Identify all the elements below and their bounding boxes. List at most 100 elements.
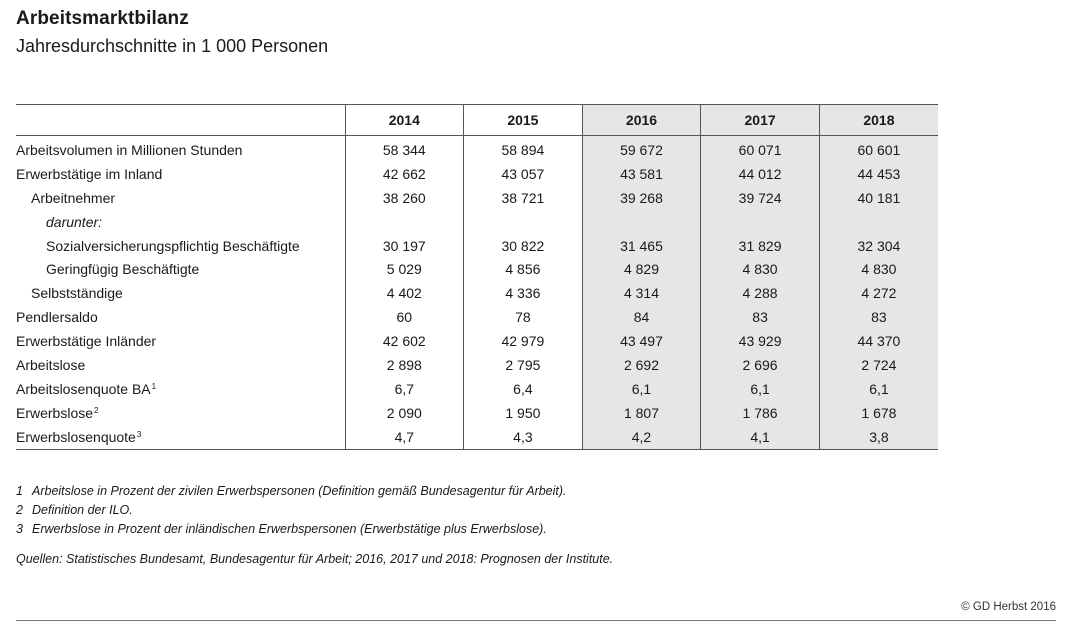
table-cell: 6,7 xyxy=(344,376,464,401)
bottom-divider xyxy=(16,620,1056,621)
footnote-number: 1 xyxy=(16,484,23,498)
table-cell: 4 288 xyxy=(700,281,820,306)
table-cell: 4 402 xyxy=(344,281,464,306)
table-cell: 5 029 xyxy=(344,257,464,282)
table-title: Arbeitsmarktbilanz xyxy=(16,8,189,29)
table-cell: 30 197 xyxy=(344,233,464,258)
row-label: Selbstständige xyxy=(16,281,345,305)
table-cell: 4 272 xyxy=(818,281,938,306)
table-row: Selbstständige 4 402 4 336 4 314 4 288 4… xyxy=(16,281,938,306)
year-header-2017: 2017 xyxy=(700,104,820,136)
table-cell: 78 xyxy=(463,305,583,330)
table-cell: 1 807 xyxy=(581,400,701,425)
table-cell xyxy=(581,209,701,234)
year-header-2018: 2018 xyxy=(818,104,938,136)
table-cell: 31 465 xyxy=(581,233,701,258)
table-cell: 44 453 xyxy=(818,161,938,186)
table-cell: 83 xyxy=(818,305,938,330)
header-row: 2014 2015 2016 2017 2018 xyxy=(16,104,938,136)
table-cell: 4,1 xyxy=(700,424,820,450)
table-cell: 38 721 xyxy=(463,185,583,210)
table-row: Arbeitsvolumen in Millionen Stunden 58 3… xyxy=(16,135,938,162)
table-row: Erwerbslosenquote3 4,7 4,3 4,2 4,1 3,8 xyxy=(16,424,938,450)
row-label: Arbeitslosenquote BA1 xyxy=(16,377,345,401)
table-row: Pendlersaldo 60 78 84 83 83 xyxy=(16,305,938,330)
footnote-text: Definition der ILO. xyxy=(32,503,133,517)
table-cell: 4,2 xyxy=(581,424,701,450)
table-cell: 2 692 xyxy=(581,353,701,377)
table-cell: 42 662 xyxy=(344,161,464,186)
table-cell: 4 336 xyxy=(463,281,583,306)
table-cell: 6,1 xyxy=(581,376,701,401)
table-cell xyxy=(700,209,820,234)
table-cell xyxy=(344,209,464,234)
labor-market-table: 2014 2015 2016 2017 2018 Arbeitsvolumen … xyxy=(16,104,938,450)
table-cell: 1 950 xyxy=(463,400,583,425)
table-row: Arbeitslosenquote BA1 6,7 6,4 6,1 6,1 6,… xyxy=(16,376,938,401)
year-header-2014: 2014 xyxy=(344,104,464,136)
row-label: Erwerbstätige Inländer xyxy=(16,329,345,353)
table-cell: 4 829 xyxy=(581,257,701,282)
sources-note: Quellen: Statistisches Bundesamt, Bundes… xyxy=(16,552,614,566)
table-row: Arbeitnehmer 38 260 38 721 39 268 39 724… xyxy=(16,185,938,210)
table-cell: 2 696 xyxy=(700,353,820,377)
table-cell: 60 601 xyxy=(818,135,938,162)
table-row: Arbeitslose 2 898 2 795 2 692 2 696 2 72… xyxy=(16,353,938,377)
table-cell: 84 xyxy=(581,305,701,330)
table-cell: 58 344 xyxy=(344,135,464,162)
row-label: Geringfügig Beschäftigte xyxy=(16,257,345,281)
table-cell: 44 012 xyxy=(700,161,820,186)
footnote-marker: 2 xyxy=(94,405,99,415)
table-cell: 4 314 xyxy=(581,281,701,306)
table-cell: 42 602 xyxy=(344,329,464,354)
table-cell xyxy=(463,209,583,234)
table-cell: 43 497 xyxy=(581,329,701,354)
row-label-text: Pendlersaldo xyxy=(16,309,98,326)
table-cell: 4,3 xyxy=(463,424,583,450)
footnote-number: 3 xyxy=(16,522,23,536)
footnotes: 1 Arbeitslose in Prozent der zivilen Erwe… xyxy=(16,482,567,539)
table-row: Geringfügig Beschäftigte 5 029 4 856 4 8… xyxy=(16,257,938,282)
footnote-marker: 1 xyxy=(151,381,157,391)
footnote-number: 2 xyxy=(16,503,23,517)
row-label: Arbeitslose xyxy=(16,353,345,377)
footnote-text: Erwerbslose in Prozent der inländischen … xyxy=(32,522,547,536)
table-cell: 1 786 xyxy=(700,400,820,425)
table-cell: 4,7 xyxy=(344,424,464,450)
row-label-text: Erwerbstätige Inländer xyxy=(16,333,157,350)
row-label: Erwerbslose2 xyxy=(16,401,345,425)
table-cell: 59 672 xyxy=(581,135,701,162)
table-cell: 2 898 xyxy=(344,353,464,377)
table-cell: 38 260 xyxy=(344,185,464,210)
table-cell: 3,8 xyxy=(818,424,938,450)
table-cell: 4 830 xyxy=(818,257,938,282)
table-cell: 43 581 xyxy=(581,161,701,186)
row-label-text: darunter: xyxy=(46,213,103,230)
year-header-2016: 2016 xyxy=(581,104,701,136)
table-cell: 58 894 xyxy=(463,135,583,162)
row-label-text: Geringfügig Beschäftigte xyxy=(46,261,200,278)
table-row: Sozialversicherungspflichtig Beschäftigt… xyxy=(16,233,938,258)
row-label-text: Arbeitslosenquote BA xyxy=(16,380,151,397)
table-cell: 42 979 xyxy=(463,329,583,354)
row-label-text: Selbstständige xyxy=(31,285,123,302)
year-header-2015: 2015 xyxy=(463,104,583,136)
table-cell: 6,1 xyxy=(818,376,938,401)
table-cell: 43 929 xyxy=(700,329,820,354)
row-label-text: Sozialversicherungspflichtig Beschäftigt… xyxy=(46,237,300,254)
footnote: 1 Arbeitslose in Prozent der zivilen Erwe… xyxy=(16,482,567,501)
table-subtitle: Jahresdurchschnitte in 1 000 Personen xyxy=(16,36,329,56)
footnote: 3 Erwerbslose in Prozent der inländischen… xyxy=(16,520,567,539)
row-label-text: Arbeitslose xyxy=(16,356,86,373)
row-label: darunter: xyxy=(16,210,345,234)
table-cell: 6,4 xyxy=(463,376,583,401)
row-label: Erwerbslosenquote3 xyxy=(16,425,345,449)
table-cell: 2 795 xyxy=(463,353,583,377)
table-cell: 2 090 xyxy=(344,400,464,425)
table-cell: 39 724 xyxy=(700,185,820,210)
table-cell: 32 304 xyxy=(818,233,938,258)
table-row: Erwerbstätige Inländer 42 602 42 979 43 … xyxy=(16,329,938,354)
row-label: Pendlersaldo xyxy=(16,305,345,329)
row-label: Arbeitnehmer xyxy=(16,186,345,210)
table-cell: 60 xyxy=(344,305,464,330)
